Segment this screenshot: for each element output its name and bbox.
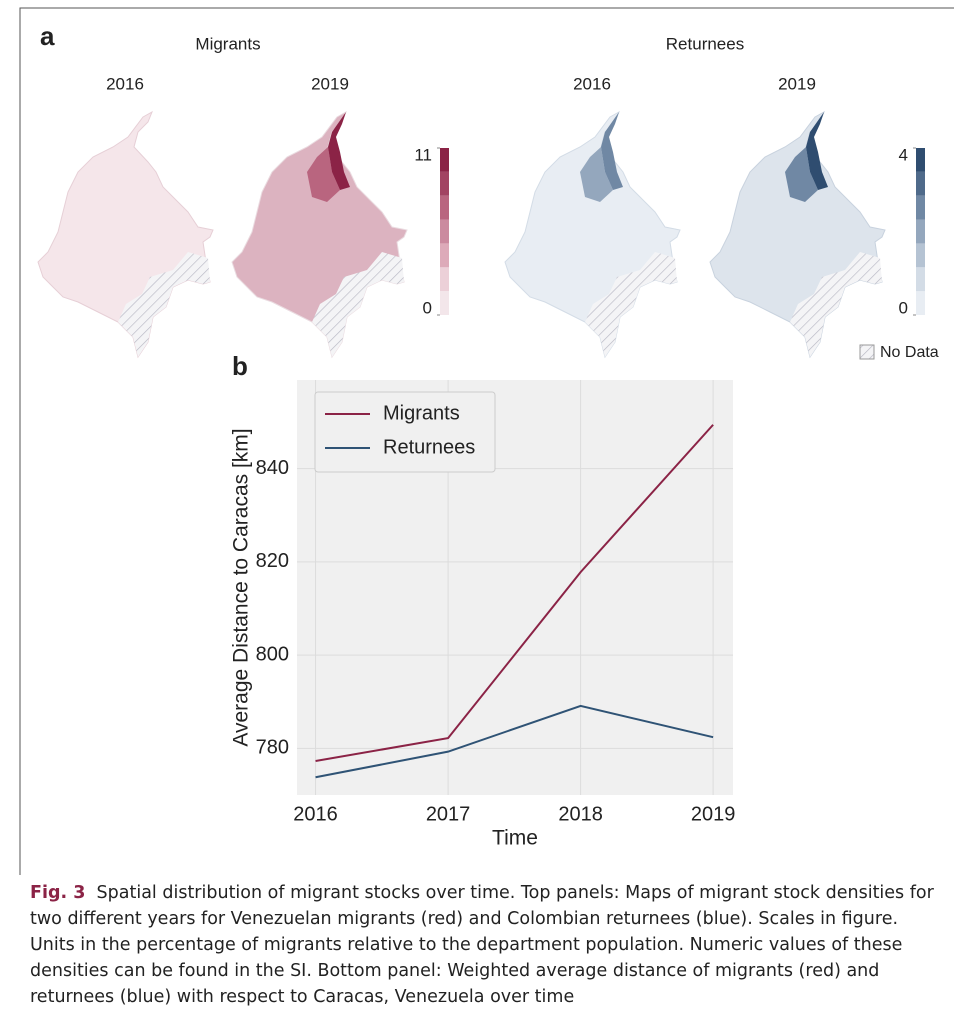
map-year: 2019 [311, 74, 349, 93]
group-title: Returnees [666, 34, 744, 53]
colorbar-step [440, 148, 449, 172]
caption: Fig. 3 Spatial distribution of migrant s… [30, 880, 935, 1010]
panel-label: a [40, 21, 55, 51]
map-year: 2019 [778, 74, 816, 93]
colorbar-step [916, 148, 925, 172]
x-axis-label: Time [492, 827, 538, 850]
y-tick-label: 840 [256, 457, 289, 479]
map-year: 2016 [106, 74, 144, 93]
y-tick-label: 800 [256, 643, 289, 665]
colorbar-step [440, 243, 449, 268]
colorbar-step [440, 195, 449, 220]
x-tick-label: 2016 [293, 803, 338, 825]
colorbar-step [916, 243, 925, 268]
series-line [315, 424, 714, 762]
caption-label: Fig. 3 [30, 883, 86, 903]
y-tick-label: 780 [256, 737, 289, 759]
map-year: 2016 [573, 74, 611, 93]
colorbar-step [440, 171, 449, 196]
group-title: Migrants [195, 34, 260, 53]
x-tick-label: 2018 [558, 803, 603, 825]
y-axis-label: Average Distance to Caracas [km] [230, 428, 253, 746]
y-tick-label: 820 [256, 550, 289, 572]
map [231, 111, 408, 358]
colorbar-step [916, 219, 925, 244]
map [37, 111, 214, 358]
colorbar-tick-label: 4 [899, 145, 908, 164]
colorbar-step [440, 267, 449, 292]
colorbar-step [916, 195, 925, 220]
colorbar-step [916, 267, 925, 292]
x-tick-label: 2019 [691, 803, 736, 825]
x-tick-label: 2017 [426, 803, 471, 825]
legend-label: Returnees [383, 436, 475, 458]
colorbar-tick-label: 11 [414, 145, 432, 164]
colorbar-step [440, 219, 449, 244]
figure: a Migrants Returnees 2016 2019 2016 2019… [19, 7, 954, 875]
frame [19, 7, 954, 875]
colorbar-step [440, 291, 449, 315]
colorbar-tick-label: 0 [899, 298, 908, 317]
panel-label: b [232, 351, 248, 381]
colorbar-step [916, 291, 925, 315]
legend-box [314, 391, 496, 473]
colorbar-step [916, 171, 925, 196]
map [504, 111, 681, 358]
legend-swatch [859, 344, 875, 360]
caption-text: Spatial distribution of migrant stocks o… [30, 883, 934, 1007]
map [709, 111, 886, 358]
colorbar-tick-label: 0 [423, 298, 432, 317]
legend-label: No Data [880, 344, 939, 361]
series-line [315, 704, 714, 779]
legend-label: Migrants [383, 402, 460, 424]
